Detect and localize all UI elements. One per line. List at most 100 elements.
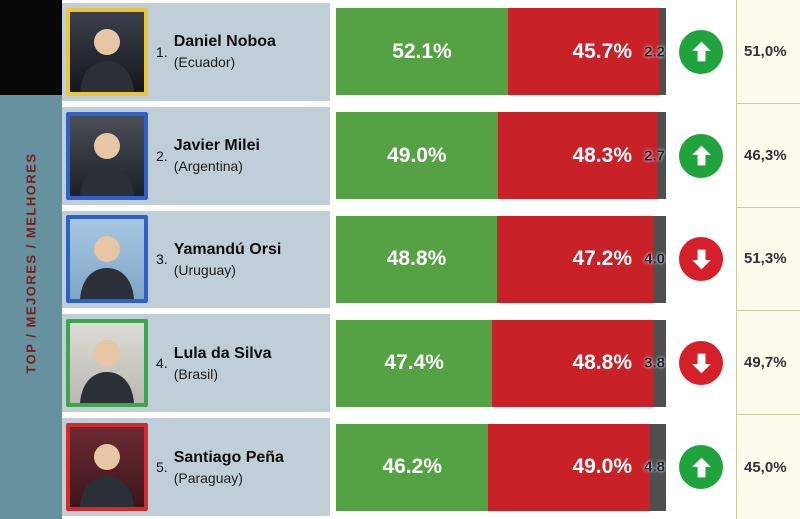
rank-number: 3.	[156, 251, 168, 268]
portrait-silhouette-icon	[80, 132, 134, 196]
president-photo	[66, 215, 148, 304]
president-identity: Lula da Silva (Brasil)	[174, 345, 272, 382]
ranking-row: 2. Javier Milei (Argentina) 49.0% 48.3% …	[62, 103, 800, 208]
president-photo	[66, 111, 148, 200]
approval-bar-zone: 47.4% 48.8% 3.8	[330, 311, 666, 415]
trend-zone	[666, 104, 736, 208]
president-cell: 4. Lula da Silva (Brasil)	[62, 314, 330, 413]
rank-number: 5.	[156, 459, 168, 476]
disapproval-segment	[497, 112, 658, 200]
president-name: Santiago Peña	[173, 448, 284, 466]
trend-badge-down	[679, 341, 723, 386]
disapproval-segment	[492, 319, 654, 407]
approval-segment: 47.4%	[336, 319, 493, 407]
president-identity: Daniel Noboa (Ecuador)	[174, 33, 276, 70]
left-category-band: TOP / MEJORES / MELHORES	[0, 0, 62, 519]
president-name: Lula da Silva	[173, 344, 272, 362]
previous-month-cell: 51,3%	[736, 207, 800, 312]
no-answer-value: 4.0	[644, 250, 665, 268]
trend-badge-up	[679, 133, 723, 178]
president-country: (Brasil)	[173, 365, 219, 382]
no-answer-value: 2.7	[644, 147, 665, 165]
no-answer-value: 4.8	[644, 458, 665, 476]
previous-month-value: 51,0%	[744, 42, 787, 60]
president-cell: 1. Daniel Noboa (Ecuador)	[62, 3, 330, 101]
disapproval-value: 48.3%	[572, 143, 632, 167]
arrow-up-icon	[691, 145, 711, 166]
stacked-approval-bar: 48.8% 47.2% 4.0	[336, 215, 666, 303]
no-answer-segment	[657, 112, 666, 200]
approval-value: 52.1%	[392, 39, 452, 63]
stacked-approval-bar: 49.0% 48.3% 2.7	[336, 112, 666, 200]
disapproval-value: 49.0%	[572, 455, 632, 479]
president-identity: Santiago Peña (Paraguay)	[174, 449, 284, 486]
arrow-up-icon	[691, 457, 711, 477]
approval-bar-zone: 48.8% 47.2% 4.0	[330, 208, 666, 312]
trend-zone	[666, 208, 736, 312]
stacked-approval-bar: 47.4% 48.8% 3.8	[336, 319, 666, 407]
president-identity: Javier Milei (Argentina)	[174, 137, 260, 174]
approval-value: 48.8%	[386, 247, 447, 271]
trend-badge-up	[679, 29, 723, 74]
ranking-row: 1. Daniel Noboa (Ecuador) 52.1% 45.7% 2.…	[62, 0, 800, 104]
no-answer-segment	[653, 319, 666, 407]
trend-zone	[666, 311, 736, 415]
president-photo	[66, 423, 148, 512]
approval-segment: 49.0%	[336, 112, 498, 200]
arrow-down-icon	[691, 249, 711, 270]
ranking-row: 3. Yamandú Orsi (Uruguay) 48.8% 47.2% 4.…	[62, 207, 800, 312]
approval-bar-zone: 46.2% 49.0% 4.8	[330, 415, 666, 519]
president-name: Javier Milei	[173, 137, 260, 155]
portrait-silhouette-icon	[80, 340, 134, 404]
president-cell: 2. Javier Milei (Argentina)	[62, 106, 330, 205]
trend-zone	[666, 0, 736, 104]
president-country: (Paraguay)	[173, 469, 243, 486]
arrow-down-icon	[691, 353, 711, 374]
band-top-black-block	[0, 0, 62, 95]
disapproval-value: 48.8%	[572, 351, 632, 375]
previous-month-value: 46,3%	[744, 146, 787, 164]
previous-month-value: 51,3%	[744, 250, 787, 268]
stacked-approval-bar: 52.1% 45.7% 2.2	[336, 8, 666, 96]
president-cell: 5. Santiago Peña (Paraguay)	[62, 418, 330, 516]
disapproval-segment	[488, 423, 651, 511]
previous-month-cell: 45,0%	[736, 415, 800, 519]
rank-number: 2.	[156, 147, 168, 164]
approval-bar-zone: 52.1% 45.7% 2.2	[330, 0, 666, 104]
president-identity: Yamandú Orsi (Uruguay)	[174, 241, 282, 278]
no-answer-segment	[658, 8, 666, 96]
no-answer-segment	[652, 215, 666, 303]
president-country: (Uruguay)	[173, 261, 236, 278]
president-country: (Ecuador)	[173, 54, 236, 71]
no-answer-value: 3.8	[644, 354, 665, 372]
previous-month-value: 49,7%	[744, 354, 787, 372]
ranking-row: 4. Lula da Silva (Brasil) 47.4% 48.8% 3.…	[62, 311, 800, 416]
no-answer-segment	[650, 423, 666, 511]
previous-month-cell: 49,7%	[736, 311, 800, 416]
previous-month-cell: 46,3%	[736, 103, 800, 208]
approval-value: 47.4%	[384, 351, 444, 375]
approval-bar-zone: 49.0% 48.3% 2.7	[330, 104, 666, 208]
rank-number: 4.	[156, 355, 168, 372]
rank-number: 1.	[156, 43, 168, 60]
portrait-silhouette-icon	[80, 28, 134, 92]
approval-value: 46.2%	[382, 455, 442, 479]
president-cell: 3. Yamandú Orsi (Uruguay)	[62, 210, 330, 309]
portrait-silhouette-icon	[80, 444, 134, 508]
previous-month-cell: 51,0%	[736, 0, 800, 104]
disapproval-value: 45.7%	[572, 39, 632, 63]
portrait-silhouette-icon	[80, 236, 134, 300]
trend-badge-up	[679, 445, 723, 490]
disapproval-segment	[507, 8, 659, 96]
arrow-up-icon	[691, 41, 711, 62]
president-name: Daniel Noboa	[173, 33, 276, 51]
approval-value: 49.0%	[387, 143, 447, 167]
trend-badge-down	[679, 237, 723, 282]
trend-zone	[666, 415, 736, 519]
president-photo	[66, 319, 148, 408]
president-photo	[66, 7, 148, 96]
president-country: (Argentina)	[173, 158, 243, 175]
ranking-rows: 1. Daniel Noboa (Ecuador) 52.1% 45.7% 2.…	[62, 0, 800, 519]
disapproval-value: 47.2%	[572, 247, 632, 271]
